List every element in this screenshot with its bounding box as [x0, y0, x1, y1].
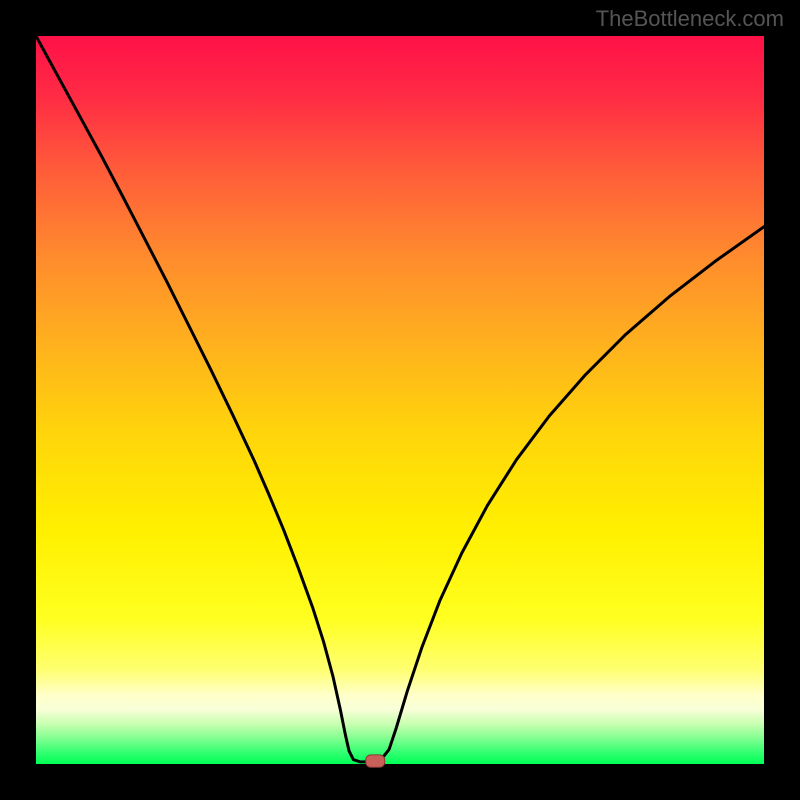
plot-background	[36, 36, 764, 764]
bottleneck-plot	[0, 0, 800, 800]
optimum-marker	[366, 755, 385, 767]
watermark-text: TheBottleneck.com	[596, 6, 784, 32]
chart-container: TheBottleneck.com	[0, 0, 800, 800]
